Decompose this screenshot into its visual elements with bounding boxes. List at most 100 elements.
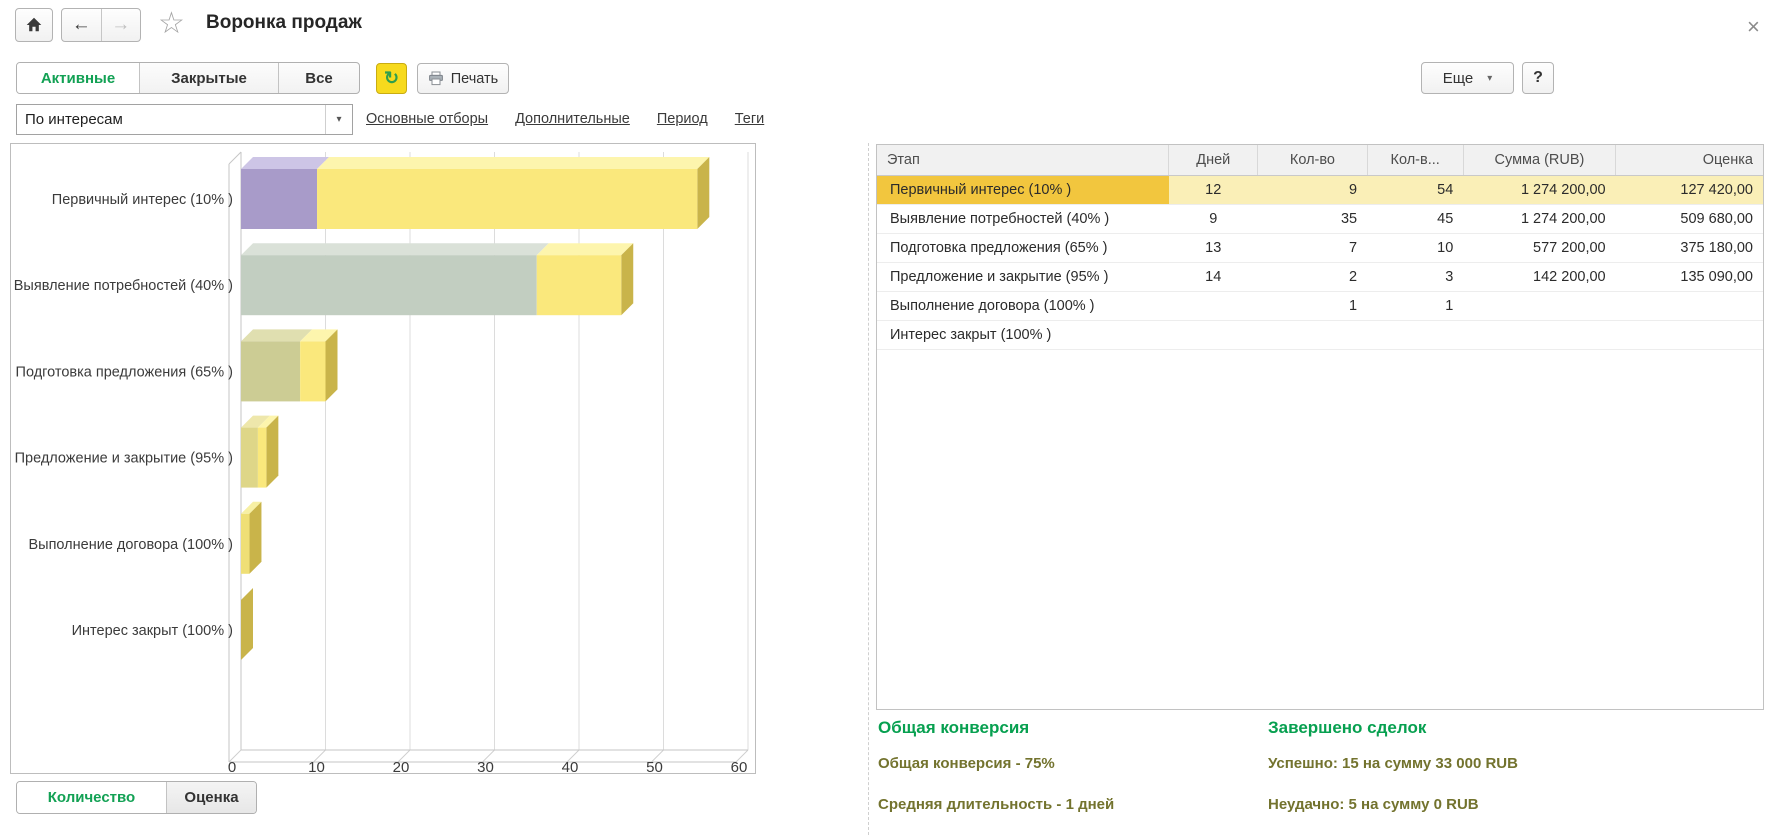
table-row[interactable]: Предложение и закрытие (95% )1423142 200… [877, 262, 1763, 291]
table-cell[interactable] [1367, 320, 1463, 349]
category-label: Предложение и закрытие (95% ) [15, 451, 233, 467]
table-cell[interactable]: 54 [1367, 175, 1463, 204]
table-cell[interactable] [1169, 291, 1258, 320]
link-additional-filters[interactable]: Дополнительные [515, 111, 630, 127]
funnel-chart-svg[interactable]: 0102030405060Первичный интерес (10% )Выя… [11, 144, 755, 773]
table-cell[interactable]: 142 200,00 [1463, 262, 1615, 291]
table-cell[interactable]: 127 420,00 [1616, 175, 1763, 204]
more-button-label: Еще [1443, 70, 1474, 87]
home-button[interactable] [15, 8, 53, 42]
app-window: ← → ☆ Воронка продаж × Активные Закрытые… [0, 0, 1776, 839]
filter-links: Основные отборы Дополнительные Период Те… [366, 111, 764, 127]
tab-all-deals[interactable]: Все [279, 63, 359, 93]
table-cell[interactable]: Первичный интерес (10% ) [877, 175, 1169, 204]
panel-splitter[interactable] [868, 143, 869, 835]
printer-icon [428, 71, 444, 86]
funnel-chart-panel[interactable]: 0102030405060Первичный интерес (10% )Выя… [10, 143, 756, 774]
table-row[interactable]: Первичный интерес (10% )129541 274 200,0… [877, 175, 1763, 204]
table-cell[interactable]: 1 274 200,00 [1463, 175, 1615, 204]
funnel-bar-side [249, 502, 261, 574]
column-header-6[interactable]: Оценка [1616, 145, 1763, 175]
funnel-bar-overlay[interactable] [317, 169, 697, 229]
table-cell[interactable]: 13 [1169, 233, 1258, 262]
table-cell[interactable]: 2 [1258, 262, 1367, 291]
table-cell[interactable]: 577 200,00 [1463, 233, 1615, 262]
table-cell[interactable]: 509 680,00 [1616, 204, 1763, 233]
forward-button[interactable]: → [102, 9, 141, 41]
table-row[interactable]: Интерес закрыт (100% ) [877, 320, 1763, 349]
table-cell[interactable]: Предложение и закрытие (95% ) [877, 262, 1169, 291]
column-header-3[interactable]: Кол-во [1258, 145, 1367, 175]
table-cell[interactable] [1463, 291, 1615, 320]
table-cell[interactable]: 375 180,00 [1616, 233, 1763, 262]
table-cell[interactable]: 135 090,00 [1616, 262, 1763, 291]
funnel-bar-side [697, 157, 709, 229]
summary-conversion-line: Общая конверсия - 75% [878, 755, 1114, 772]
funnel-bar[interactable] [241, 514, 249, 574]
tab-active-deals[interactable]: Активные [17, 63, 140, 93]
funnel-bar[interactable] [241, 169, 317, 229]
summary-closed-deals-block: Завершено сделок Успешно: 15 на сумму 33… [1268, 718, 1518, 837]
table-cell[interactable]: 9 [1258, 175, 1367, 204]
summary-conversion-block: Общая конверсия Общая конверсия - 75% Ср… [878, 718, 1114, 837]
table-cell[interactable]: 1 [1367, 291, 1463, 320]
close-icon[interactable]: × [1747, 16, 1760, 38]
table-row[interactable]: Выполнение договора (100% ) 11 [877, 291, 1763, 320]
table-cell[interactable] [1616, 320, 1763, 349]
table-row[interactable]: Подготовка предложения (65% )13710577 20… [877, 233, 1763, 262]
category-label: Выявление потребностей (40% ) [14, 278, 233, 294]
refresh-button[interactable]: ↻ [376, 63, 407, 94]
table-cell[interactable]: Выявление потребностей (40% ) [877, 204, 1169, 233]
print-button-label: Печать [451, 71, 499, 87]
link-tags[interactable]: Теги [735, 111, 765, 127]
table-cell[interactable]: Интерес закрыт (100% ) [877, 320, 1169, 349]
funnel-bar[interactable] [241, 428, 258, 488]
funnel-bar[interactable] [241, 341, 300, 401]
summary-closed-deals-title: Завершено сделок [1268, 718, 1518, 738]
category-label: Подготовка предложения (65% ) [16, 364, 233, 380]
tab-estimate[interactable]: Оценка [167, 782, 256, 813]
grouping-combobox[interactable]: По интересам ▾ [16, 104, 353, 135]
category-label: Выполнение договора (100% ) [28, 537, 233, 553]
tab-quantity[interactable]: Количество [17, 782, 167, 813]
table-cell[interactable]: 14 [1169, 262, 1258, 291]
funnel-bar-overlay[interactable] [300, 341, 325, 401]
column-header-5[interactable]: Сумма (RUB) [1463, 145, 1615, 175]
table-cell[interactable]: 10 [1367, 233, 1463, 262]
category-label: Первичный интерес (10% ) [52, 192, 233, 208]
table-cell[interactable]: 12 [1169, 175, 1258, 204]
x-axis-tick-label: 30 [477, 759, 494, 773]
favorites-star-icon[interactable]: ☆ [158, 6, 185, 41]
table-cell[interactable]: Подготовка предложения (65% ) [877, 233, 1169, 262]
table-cell[interactable]: 7 [1258, 233, 1367, 262]
help-button[interactable]: ? [1522, 62, 1554, 94]
column-header-1[interactable]: Этап [877, 145, 1169, 175]
table-cell[interactable]: 1 274 200,00 [1463, 204, 1615, 233]
funnel-bar-overlay[interactable] [258, 428, 266, 488]
table-cell[interactable]: 1 [1258, 291, 1367, 320]
print-button[interactable]: Печать [417, 63, 509, 94]
column-header-2[interactable]: Дней [1169, 145, 1258, 175]
table-cell[interactable]: 9 [1169, 204, 1258, 233]
back-button[interactable]: ← [62, 9, 102, 41]
stages-table-panel: ЭтапДнейКол-воКол-в...Сумма (RUB)Оценка … [876, 144, 1764, 710]
table-cell[interactable]: 35 [1258, 204, 1367, 233]
table-cell[interactable]: 45 [1367, 204, 1463, 233]
table-cell[interactable] [1616, 291, 1763, 320]
funnel-bar-side [621, 243, 633, 315]
funnel-bar[interactable] [241, 255, 537, 315]
table-cell[interactable] [1258, 320, 1367, 349]
more-button[interactable]: Еще ▾ [1421, 62, 1514, 94]
table-row[interactable]: Выявление потребностей (40% )935451 274 … [877, 204, 1763, 233]
table-cell[interactable] [1463, 320, 1615, 349]
link-period[interactable]: Период [657, 111, 708, 127]
table-cell[interactable]: 3 [1367, 262, 1463, 291]
tab-closed-deals[interactable]: Закрытые [140, 63, 279, 93]
funnel-bar-overlay[interactable] [537, 255, 622, 315]
summary-failed-line: Неудачно: 5 на сумму 0 RUB [1268, 796, 1518, 813]
combobox-dropdown-icon[interactable]: ▾ [325, 105, 352, 134]
table-cell[interactable]: Выполнение договора (100% ) [877, 291, 1169, 320]
table-cell[interactable] [1169, 320, 1258, 349]
link-main-filters[interactable]: Основные отборы [366, 111, 488, 127]
column-header-4[interactable]: Кол-в... [1367, 145, 1463, 175]
